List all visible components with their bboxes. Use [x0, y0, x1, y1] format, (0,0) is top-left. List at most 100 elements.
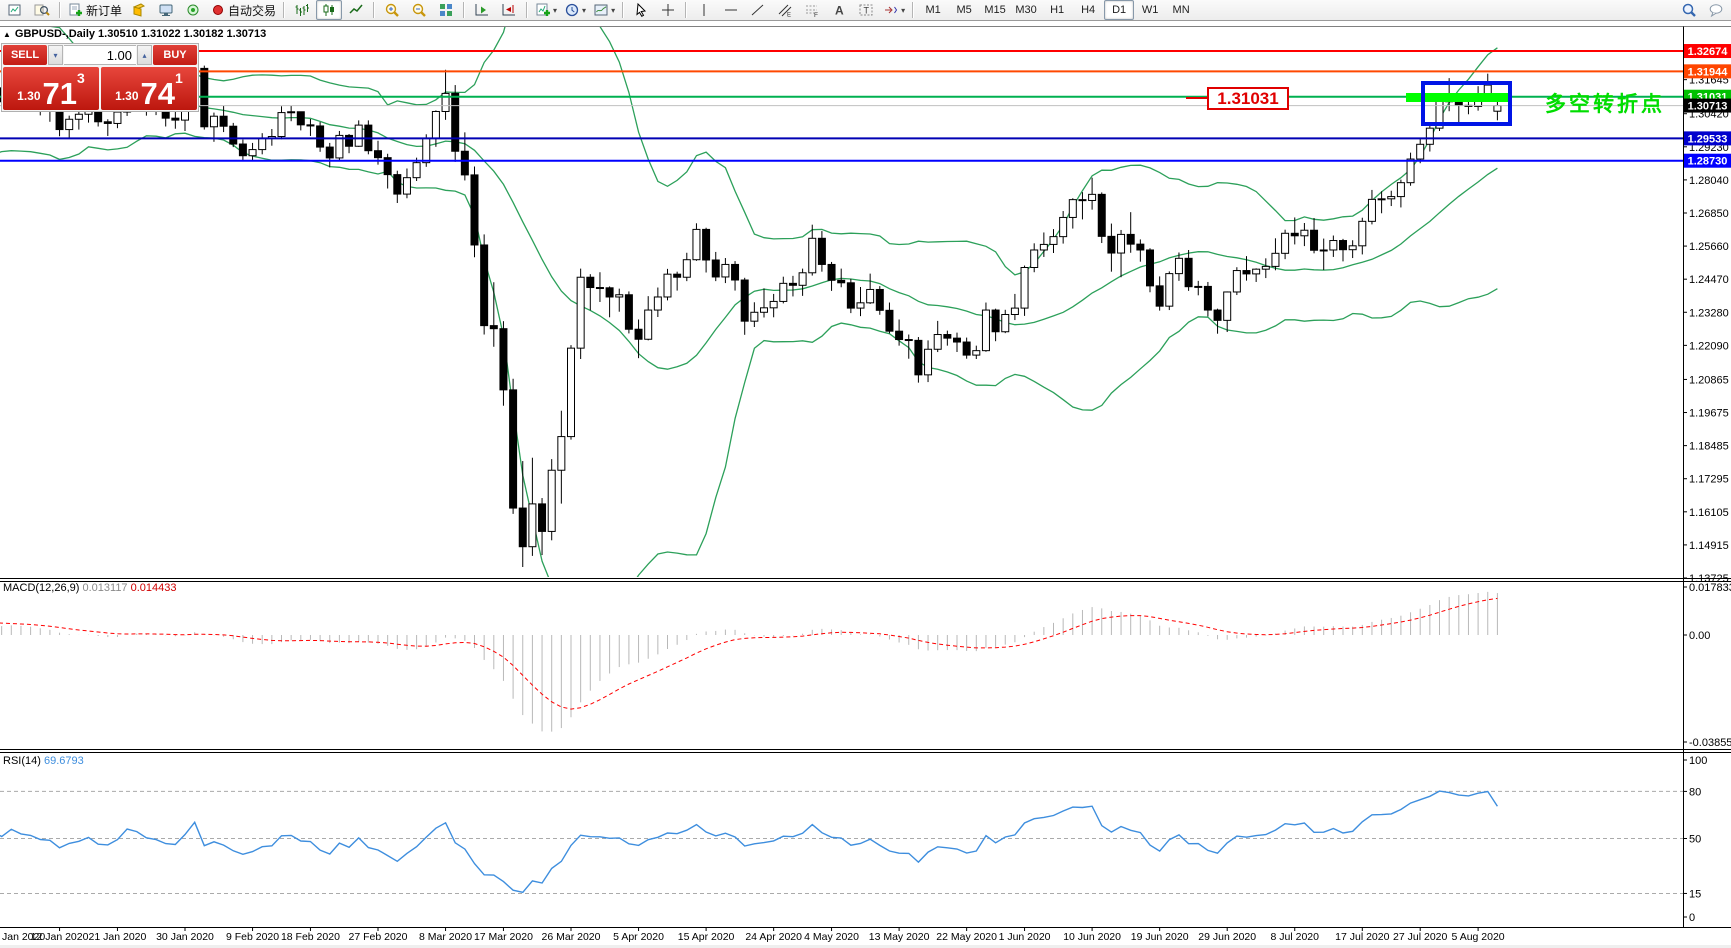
timeframe-m15-button[interactable]: M15: [984, 4, 1006, 16]
price-badge-text: 1.32674: [1688, 46, 1729, 58]
candlestick-chart-button[interactable]: [316, 0, 343, 20]
candle-body: [875, 288, 884, 311]
indicators-button[interactable]: ▾: [532, 0, 560, 20]
macd-axis-label: 0.017833: [1689, 582, 1731, 594]
arrows-tool-button[interactable]: ▾: [880, 0, 908, 20]
date-label: 27 Jul 2020: [1393, 931, 1447, 943]
history-center-button[interactable]: [126, 0, 152, 20]
sell-price-button[interactable]: 1.30 71 3: [3, 67, 99, 110]
chevron-down-icon[interactable]: ▾: [582, 5, 587, 15]
volume-decrease-button[interactable]: ▾: [48, 45, 63, 65]
vertical-line-tool-button[interactable]: [691, 0, 717, 20]
auto-scroll-button[interactable]: [469, 0, 495, 20]
date-label: 21 Jan 2020: [89, 931, 147, 943]
timeframe-m5-button[interactable]: M5: [956, 4, 972, 16]
text-label-tool-icon: T: [859, 4, 873, 16]
macd-panel: [0, 591, 1498, 732]
new-chart-button[interactable]: [2, 0, 28, 20]
bar-chart-button[interactable]: [289, 0, 315, 20]
candle-body: [1030, 249, 1039, 269]
price-axis[interactable]: 1.316451.304201.292301.280401.268501.256…: [1683, 44, 1731, 585]
timeframe-h4-button[interactable]: H4: [1081, 4, 1096, 16]
price-tick-label: 1.14915: [1689, 540, 1729, 552]
candle-body: [653, 296, 662, 311]
candle-body: [1310, 229, 1319, 251]
trendline-tool-button[interactable]: [745, 0, 771, 20]
candle-body: [74, 113, 83, 120]
candle-body: [895, 330, 904, 341]
chevron-down-icon[interactable]: ▾: [901, 5, 906, 15]
text-tool-button[interactable]: A: [826, 0, 852, 20]
line-chart-button[interactable]: [343, 0, 369, 20]
sell-button[interactable]: SELL: [3, 45, 47, 65]
timeframe-h1-button[interactable]: H1: [1050, 4, 1065, 16]
blue-rectangle-annotation[interactable]: [1421, 81, 1512, 126]
horizontal-line-tool-button[interactable]: [718, 0, 744, 20]
candle-body: [576, 276, 585, 349]
cn-annotation-text[interactable]: 多空转折点: [1545, 92, 1665, 116]
candle-body: [904, 339, 913, 342]
chat-icon: [1709, 4, 1723, 18]
crosshair-tool-button[interactable]: [655, 0, 681, 20]
candle-body: [1039, 243, 1048, 251]
crosshair-tool-icon: [662, 4, 675, 16]
new-order-button[interactable]: 新订单: [65, 0, 125, 20]
periods-button[interactable]: ▾: [561, 0, 589, 20]
price-badge-text: 1.30713: [1688, 101, 1728, 113]
candle-body: [846, 282, 855, 309]
candle-body: [567, 347, 575, 438]
price-label-box[interactable]: [1207, 87, 1289, 110]
candle-body: [1493, 105, 1502, 112]
templates-button[interactable]: ▾: [590, 0, 618, 20]
timeframe-m30-button[interactable]: M30: [1015, 4, 1037, 16]
auto-scroll-icon: [475, 4, 489, 16]
price-badge-text: 1.28730: [1688, 156, 1728, 168]
chart-shift-button[interactable]: [496, 0, 522, 20]
zoom-in-button[interactable]: [379, 0, 405, 20]
timeframe-w1-button[interactable]: W1: [1141, 4, 1159, 16]
candle-body: [277, 112, 286, 138]
autotrading-button[interactable]: 自动交易: [207, 0, 279, 20]
timeframe-d1-button[interactable]: D1: [1104, 0, 1135, 20]
timeframe-mn-button[interactable]: MN: [1172, 4, 1190, 16]
oct-toggle-icon[interactable]: ▲: [3, 29, 11, 39]
buy-price-button[interactable]: 1.30 74 1: [101, 67, 197, 110]
volume-input[interactable]: [64, 45, 136, 65]
timeframe-m1-button[interactable]: M1: [925, 4, 941, 16]
cursor-tool-button[interactable]: [628, 0, 654, 20]
candle-body: [711, 259, 720, 278]
chevron-down-icon[interactable]: ▾: [611, 5, 616, 15]
candle-body: [1107, 235, 1116, 254]
price-badge: [1684, 131, 1731, 146]
fibonacci-tool-button[interactable]: F: [799, 0, 825, 20]
text-label-tool-button[interactable]: T: [853, 0, 879, 20]
green-band-annotation[interactable]: [1406, 93, 1508, 102]
channel-tool-button[interactable]: E: [772, 0, 798, 20]
signals-button[interactable]: [180, 0, 206, 20]
one-click-trading-panel: SELL ▾ ▴ BUY 1.30 71 3 1.30 74 1: [1, 43, 199, 112]
buy-button[interactable]: BUY: [153, 45, 197, 65]
market-watch-button[interactable]: [29, 0, 55, 20]
tile-windows-button[interactable]: [433, 0, 459, 20]
candle-body: [354, 124, 363, 147]
search-button[interactable]: [1676, 0, 1702, 20]
candle-body: [441, 92, 450, 112]
candle-body: [287, 111, 296, 114]
price-badge: [1684, 44, 1731, 59]
price-tick-label: 1.16105: [1689, 507, 1729, 519]
zoom-out-button[interactable]: [406, 0, 432, 20]
volume-increase-button[interactable]: ▴: [137, 45, 152, 65]
chat-button[interactable]: [1703, 0, 1729, 20]
price-tick-label: 1.24470: [1689, 274, 1729, 286]
terminal-button[interactable]: [153, 0, 179, 20]
candle-body: [296, 111, 305, 126]
date-label: 17 Jul 2020: [1335, 931, 1389, 943]
chevron-down-icon[interactable]: ▾: [553, 5, 558, 15]
candle-body: [663, 273, 672, 298]
candle-body: [1097, 193, 1106, 237]
candle-body: [316, 125, 325, 148]
svg-text:A: A: [835, 4, 844, 18]
